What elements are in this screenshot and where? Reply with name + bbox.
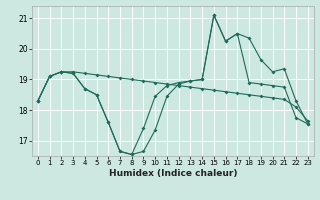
X-axis label: Humidex (Indice chaleur): Humidex (Indice chaleur)	[108, 169, 237, 178]
